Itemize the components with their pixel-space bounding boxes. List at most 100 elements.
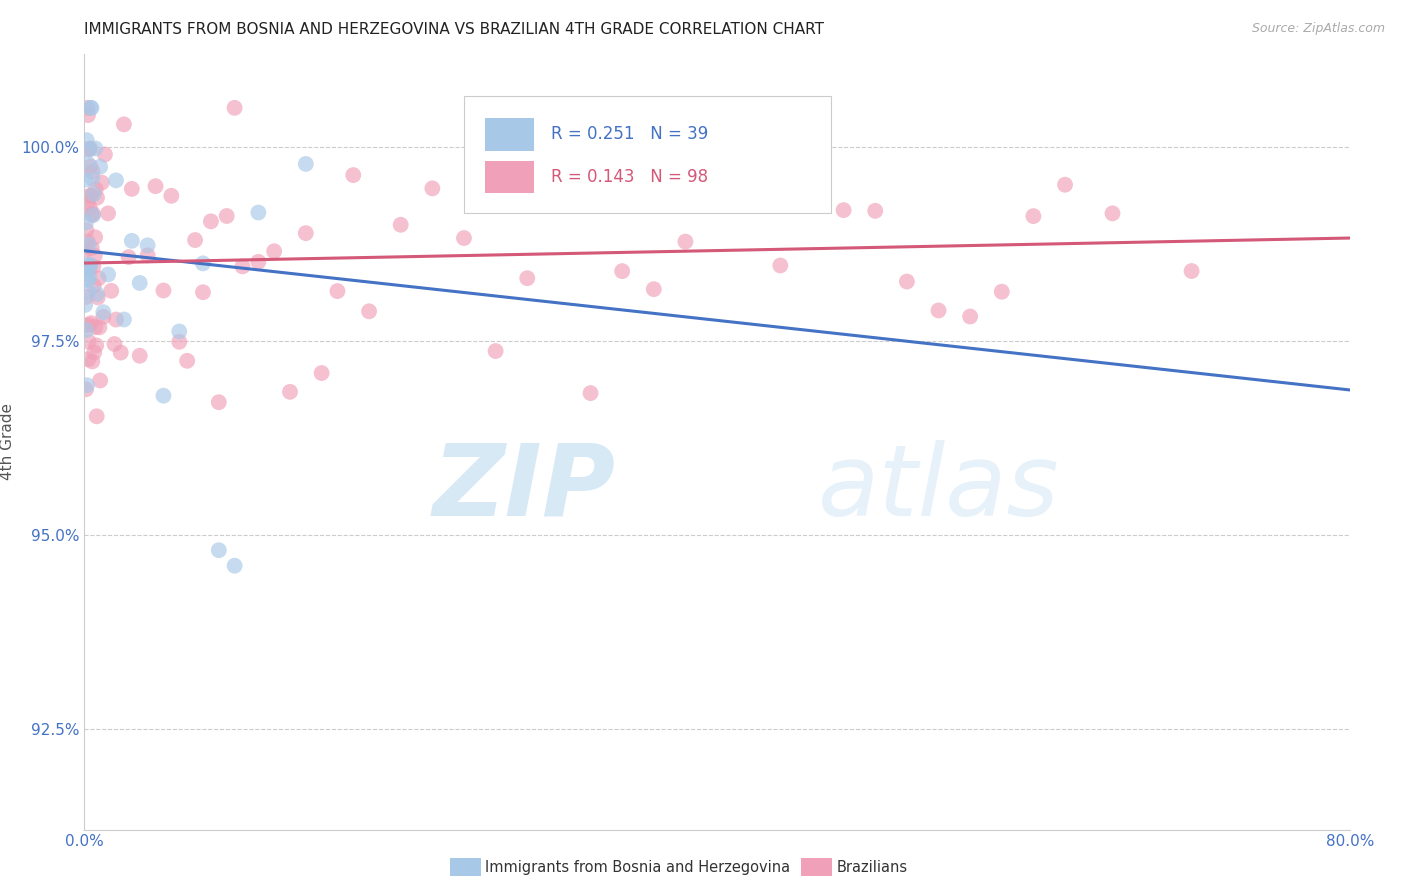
Point — [75, 290, 97, 304]
Point — [176, 353, 198, 368]
Point — [675, 235, 697, 249]
Point — [83, 278, 105, 293]
Point — [82, 354, 104, 368]
Point — [991, 285, 1014, 299]
Text: R = 0.251   N = 39: R = 0.251 N = 39 — [551, 125, 709, 144]
Point — [224, 558, 246, 573]
Point — [84, 230, 107, 244]
Point — [263, 244, 285, 259]
Point — [160, 189, 183, 203]
Point — [79, 189, 103, 203]
Point — [89, 374, 111, 388]
Point — [84, 182, 107, 196]
Point — [83, 249, 105, 263]
Text: Source: ZipAtlas.com: Source: ZipAtlas.com — [1251, 22, 1385, 36]
Point — [231, 260, 254, 274]
Point — [77, 108, 100, 122]
Text: Immigrants from Bosnia and Herzegovina: Immigrants from Bosnia and Herzegovina — [485, 860, 790, 874]
Point — [86, 409, 108, 424]
Point — [79, 160, 101, 174]
Point — [75, 267, 97, 281]
Point — [77, 334, 100, 349]
Point — [110, 345, 132, 359]
Point — [79, 201, 101, 215]
Point — [103, 337, 125, 351]
Point — [75, 323, 97, 337]
Y-axis label: 4th Grade: 4th Grade — [0, 403, 14, 480]
Point — [84, 320, 107, 334]
Point — [184, 233, 207, 247]
Point — [75, 223, 97, 237]
Point — [76, 195, 98, 210]
Point — [706, 190, 728, 204]
Point — [86, 191, 108, 205]
Point — [93, 305, 115, 319]
Point — [311, 366, 333, 380]
Text: atlas: atlas — [818, 440, 1060, 537]
Point — [86, 287, 108, 301]
Point — [105, 173, 127, 187]
Point — [278, 384, 301, 399]
Point — [152, 389, 174, 403]
Point — [76, 133, 98, 147]
Point — [82, 207, 104, 221]
Point — [76, 235, 98, 249]
Point — [79, 259, 101, 273]
Point — [1054, 178, 1077, 192]
Point — [77, 318, 100, 332]
Point — [516, 271, 538, 285]
Point — [82, 165, 104, 179]
Point — [389, 218, 412, 232]
Point — [112, 117, 135, 131]
Point — [83, 345, 105, 359]
Point — [84, 141, 107, 155]
Point — [79, 260, 101, 275]
Point — [169, 334, 191, 349]
Point — [1101, 206, 1123, 220]
Point — [1181, 264, 1204, 278]
Text: IMMIGRANTS FROM BOSNIA AND HERZEGOVINA VS BRAZILIAN 4TH GRADE CORRELATION CHART: IMMIGRANTS FROM BOSNIA AND HERZEGOVINA V… — [84, 22, 824, 37]
Point — [97, 206, 120, 220]
Point — [76, 239, 98, 253]
Point — [75, 382, 97, 396]
Point — [79, 141, 101, 155]
Point — [76, 258, 98, 272]
Point — [169, 325, 191, 339]
Point — [75, 318, 97, 333]
Point — [76, 101, 98, 115]
Point — [191, 285, 214, 300]
Point — [1022, 209, 1045, 223]
Point — [136, 238, 159, 252]
Point — [832, 203, 855, 218]
Point — [82, 171, 104, 186]
Point — [121, 182, 143, 196]
Point — [422, 181, 444, 195]
Point — [359, 304, 381, 318]
Point — [77, 237, 100, 252]
Point — [77, 352, 100, 367]
Text: ZIP: ZIP — [433, 440, 616, 537]
Point — [89, 160, 111, 174]
Point — [83, 187, 105, 202]
Point — [208, 395, 231, 409]
Point — [77, 273, 100, 287]
Point — [75, 298, 97, 312]
Point — [75, 216, 97, 230]
Point — [75, 172, 97, 186]
Point — [79, 258, 101, 272]
Point — [247, 205, 270, 219]
Point — [77, 142, 100, 156]
Text: Brazilians: Brazilians — [837, 860, 908, 874]
Point — [200, 214, 222, 228]
Point — [136, 248, 159, 262]
Point — [118, 250, 141, 264]
Point — [121, 234, 143, 248]
Point — [87, 290, 110, 304]
Point — [82, 260, 104, 274]
Point — [215, 209, 238, 223]
Point — [79, 101, 103, 115]
Point — [93, 310, 115, 324]
Point — [643, 197, 665, 211]
Point — [579, 386, 602, 401]
Point — [959, 310, 981, 324]
